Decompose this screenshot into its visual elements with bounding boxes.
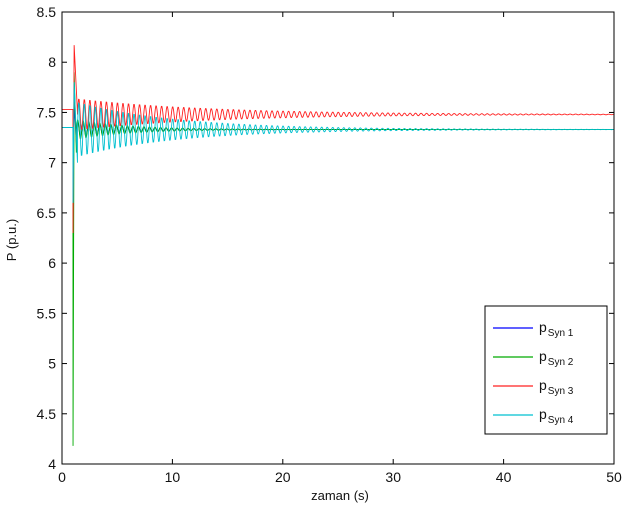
y-tick-label: 4 [48, 456, 56, 472]
x-tick-label: 40 [496, 469, 512, 485]
y-tick-label: 5.5 [37, 305, 57, 321]
legend: pSyn 1 pSyn 2 pSyn 3 pSyn 4 [484, 305, 608, 435]
series-lines [62, 45, 615, 446]
y-tick-label: 6 [48, 255, 56, 271]
series-line-4 [62, 82, 615, 203]
y-tick-label: 7.5 [37, 104, 57, 120]
y-axis-label: P (p.u.) [4, 219, 19, 261]
x-axis-label: zaman (s) [311, 488, 369, 503]
legend-entry-4: pSyn 4 [539, 406, 574, 426]
legend-entry-1: pSyn 1 [539, 319, 574, 339]
y-tick-label: 8.5 [37, 4, 57, 20]
y-tick-label: 6.5 [37, 205, 57, 221]
y-tick-label: 8 [48, 54, 56, 70]
x-tick-label: 10 [165, 469, 181, 485]
y-tick-label: 4.5 [37, 406, 57, 422]
y-tick-label: 5 [48, 356, 56, 372]
legend-box [484, 305, 608, 435]
series-line-3 [62, 45, 615, 233]
y-tick-label: 7 [48, 155, 56, 171]
x-tick-label: 30 [385, 469, 401, 485]
legend-entry-3: pSyn 3 [539, 377, 574, 397]
legend-entry-2: pSyn 2 [539, 348, 574, 368]
x-tick-label: 20 [275, 469, 291, 485]
axes-frame [61, 11, 615, 465]
x-tick-label: 0 [58, 469, 66, 485]
x-tick-label: 50 [606, 469, 622, 485]
